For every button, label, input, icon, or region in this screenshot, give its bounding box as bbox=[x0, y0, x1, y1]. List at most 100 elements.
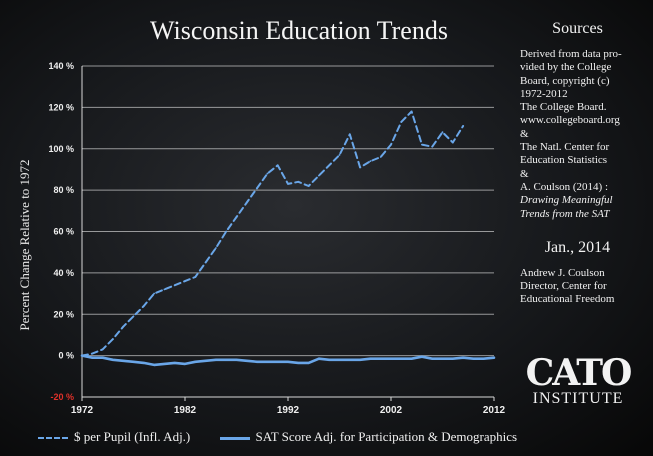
data-point-sat bbox=[204, 359, 207, 362]
y-tick-label: 80 % bbox=[53, 185, 74, 195]
data-point-spending bbox=[338, 154, 341, 156]
data-point-sat bbox=[266, 360, 269, 363]
data-point-sat bbox=[318, 357, 320, 360]
author-block: Andrew J. Coulson Director, Center for E… bbox=[520, 267, 645, 307]
data-point-spending bbox=[122, 325, 125, 328]
data-point-sat bbox=[245, 359, 248, 362]
data-point-sat bbox=[482, 357, 485, 360]
data-point-sat bbox=[307, 361, 310, 364]
source-line: Derived from data pro- bbox=[520, 48, 622, 60]
data-point-spending bbox=[112, 338, 114, 340]
logo-wordmark: CATO bbox=[525, 352, 633, 394]
series-line-spending bbox=[81, 110, 465, 357]
data-point-sat bbox=[142, 361, 145, 364]
data-point-spending bbox=[451, 141, 454, 144]
source-title-line: Drawing Meaningful bbox=[520, 194, 613, 207]
data-point-sat bbox=[184, 363, 186, 365]
author-line: Andrew J. Coulson bbox=[520, 266, 605, 279]
data-point-sat bbox=[276, 360, 279, 363]
data-point-spending bbox=[379, 156, 382, 158]
data-point-sat bbox=[390, 357, 392, 360]
source-line: & bbox=[520, 127, 529, 140]
source-line: 1972-2012 bbox=[520, 87, 568, 100]
legend-item-sat: SAT Score Adj. for Participation & Demog… bbox=[219, 429, 518, 445]
y-tick-label: 60 % bbox=[53, 227, 74, 237]
legend-label-sat: SAT Score Adj. for Participation & Demog… bbox=[255, 429, 518, 445]
source-title-line: Trends from the SAT bbox=[520, 207, 610, 220]
chart-title: Wisconsin Education Trends bbox=[150, 16, 448, 45]
data-point-spending bbox=[410, 110, 413, 113]
data-point-spending bbox=[184, 280, 186, 283]
data-point-sat bbox=[132, 360, 135, 363]
x-tick-label: 2012 bbox=[483, 405, 506, 416]
data-point-spending bbox=[441, 131, 444, 134]
y-tick-label: 140 % bbox=[48, 61, 74, 71]
data-point-spending bbox=[215, 247, 217, 249]
cato-institute-logo: CATO INSTITUTE bbox=[522, 355, 634, 407]
source-line: Board, copyright (c) bbox=[520, 74, 610, 87]
data-point-sat bbox=[410, 357, 413, 360]
legend-item-spending: $ per Pupil (Infl. Adj.) bbox=[38, 429, 190, 445]
data-point-spending bbox=[225, 230, 228, 233]
y-tick-label: 20 % bbox=[53, 309, 74, 319]
data-point-spending bbox=[91, 352, 94, 355]
legend-label-spending: $ per Pupil (Infl. Adj.) bbox=[74, 429, 191, 445]
data-point-sat bbox=[235, 358, 238, 361]
data-point-sat bbox=[153, 364, 156, 366]
x-tick-label: 1982 bbox=[174, 405, 197, 416]
data-point-spending bbox=[297, 180, 300, 183]
data-point-spending bbox=[287, 183, 289, 185]
data-point-spending bbox=[318, 174, 320, 177]
data-point-sat bbox=[379, 357, 382, 360]
y-tick-label: 120 % bbox=[48, 102, 74, 112]
data-point-spending bbox=[348, 133, 351, 136]
data-point-spending bbox=[204, 261, 207, 264]
source-line: Education Statistics bbox=[520, 154, 608, 167]
data-point-sat bbox=[328, 358, 331, 361]
data-point-spending bbox=[421, 143, 423, 146]
data-point-sat bbox=[462, 356, 464, 359]
source-line: vided by the College bbox=[520, 61, 612, 74]
data-point-sat bbox=[112, 358, 114, 361]
data-point-sat bbox=[194, 360, 197, 363]
data-point-sat bbox=[163, 363, 166, 365]
data-point-spending bbox=[256, 187, 258, 189]
legend-swatch-solid bbox=[219, 436, 250, 440]
source-line: The College Board. bbox=[520, 101, 607, 114]
data-point-spending bbox=[101, 348, 104, 351]
data-point-spending bbox=[400, 120, 403, 123]
data-point-sat bbox=[451, 357, 454, 360]
data-point-sat bbox=[287, 360, 289, 363]
data-point-sat bbox=[421, 355, 423, 358]
data-point-spending bbox=[307, 185, 310, 187]
data-point-sat bbox=[215, 358, 217, 361]
y-tick-label: 40 % bbox=[53, 268, 74, 278]
data-point-sat bbox=[225, 358, 228, 361]
data-point-spending bbox=[132, 315, 135, 318]
legend-swatch-dashed bbox=[38, 437, 68, 440]
data-point-spending bbox=[245, 201, 248, 204]
data-point-spending bbox=[369, 160, 372, 163]
data-point-sat bbox=[359, 358, 361, 361]
legend: $ per Pupil (Infl. Adj.) SAT Score Adj. … bbox=[38, 428, 517, 445]
data-point-sat bbox=[338, 358, 341, 361]
data-point-sat bbox=[297, 361, 300, 364]
data-point-spending bbox=[235, 216, 238, 218]
data-point-spending bbox=[462, 125, 464, 127]
data-point-sat bbox=[348, 358, 351, 361]
y-tick-label: 100 % bbox=[48, 144, 74, 154]
data-point-sat bbox=[256, 360, 258, 363]
x-tick-label: 2002 bbox=[380, 405, 403, 416]
data-point-spending bbox=[276, 164, 279, 167]
data-point-spending bbox=[266, 172, 269, 175]
data-point-sat bbox=[431, 357, 434, 360]
data-point-sat bbox=[122, 359, 125, 362]
logo-subtitle: INSTITUTE bbox=[532, 390, 624, 407]
data-point-spending bbox=[431, 145, 434, 148]
x-tick-label: 1992 bbox=[277, 405, 300, 416]
sources-heading: Sources bbox=[552, 20, 603, 37]
author-line: Director, Center for bbox=[520, 280, 607, 293]
data-point-sat bbox=[400, 357, 403, 360]
